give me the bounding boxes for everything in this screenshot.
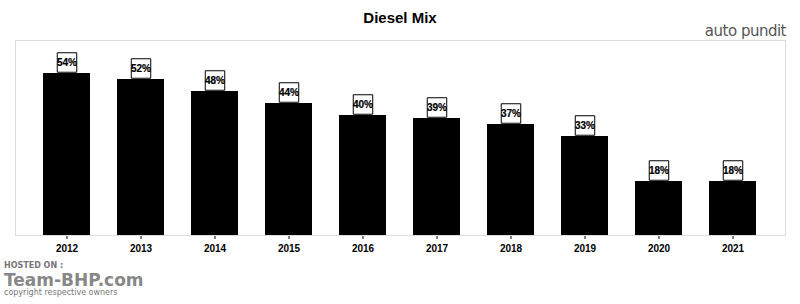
svg-text:2020: 2020: [648, 243, 671, 254]
svg-text:54%: 54%: [57, 57, 77, 68]
svg-text:2012: 2012: [56, 243, 79, 254]
svg-text:37%: 37%: [501, 108, 521, 119]
svg-text:40%: 40%: [353, 99, 373, 110]
svg-text:2018: 2018: [500, 243, 523, 254]
html-text:HOSTED ON :: HOSTED ON :: [4, 261, 64, 270]
svg-text:18%: 18%: [649, 165, 669, 176]
html-text:Team-BHP.com: Team-BHP.com: [4, 269, 144, 290]
svg-text:33%: 33%: [575, 120, 595, 131]
svg-text:18%: 18%: [723, 165, 743, 176]
svg-text:52%: 52%: [131, 63, 151, 74]
svg-text:2019: 2019: [574, 243, 597, 254]
svg-text:44%: 44%: [279, 87, 299, 98]
svg-text:2014: 2014: [204, 243, 227, 254]
svg-text:2021: 2021: [722, 243, 745, 254]
html-text:copyright respective owners: copyright respective owners: [4, 288, 118, 298]
svg-text:48%: 48%: [205, 75, 225, 86]
svg-text:2017: 2017: [426, 243, 449, 254]
html-text:auto pundit: auto pundit: [704, 22, 786, 40]
svg-text:2015: 2015: [278, 243, 301, 254]
svg-text:2013: 2013: [130, 243, 153, 254]
svg-text:39%: 39%: [427, 102, 447, 113]
html-text:Diesel Mix: Diesel Mix: [363, 9, 437, 26]
svg-text:2016: 2016: [352, 243, 375, 254]
